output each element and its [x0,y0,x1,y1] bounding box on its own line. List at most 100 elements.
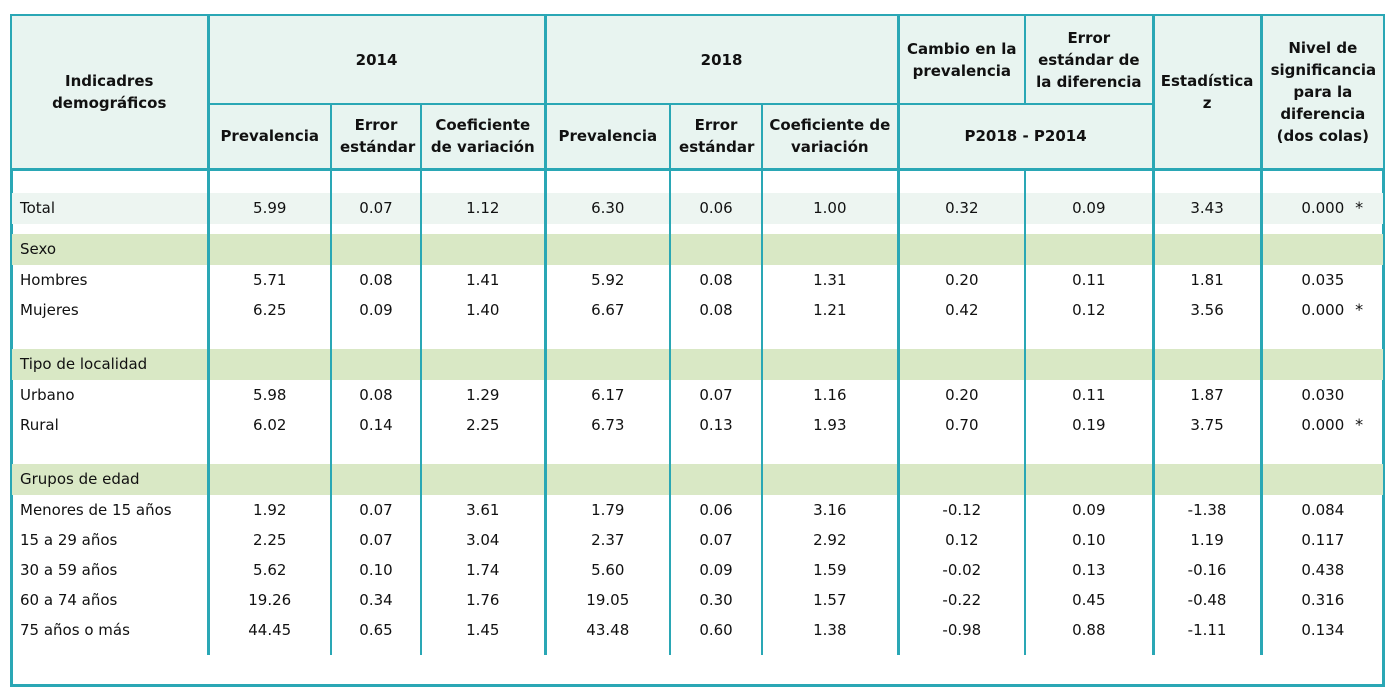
cell-value: 6.30 [545,192,672,224]
col-header-err-2018: Error estándar [670,104,764,171]
cell-value: 6.17 [545,379,672,410]
cell-value: 1.74 [421,554,547,585]
cell-value: 1.76 [421,584,547,615]
cell-value: 0.19 [1025,409,1155,440]
spacer-row [12,324,1383,349]
cell-value: 3.16 [762,494,900,525]
row-label: Mujeres [12,294,210,325]
cell-value: 44.45 [208,614,332,645]
spacer-row [12,169,1383,193]
col-header-err-2014: Error estándar [331,104,422,171]
cell-value: 0.000 * [1261,192,1384,224]
cell-value: 1.21 [762,294,900,325]
row-label: 30 a 59 años [12,554,210,585]
cell-value: 0.30 [670,584,764,615]
spacer-row [12,439,1383,464]
table-row: 15 a 29 años 2.25 0.07 3.04 2.37 0.07 2.92 0.12… [12,524,1383,555]
significance-star: * [1355,414,1364,434]
significance-value: 0.035 [1301,270,1345,289]
cell-value: 1.40 [421,294,547,325]
table-row: Urbano 5.98 0.08 1.29 6.17 0.07 1.16 0.20 0.11 1.… [12,379,1383,410]
cell-value: 19.05 [545,584,672,615]
cell-value: 0.11 [1025,379,1155,410]
cell-value: -0.48 [1153,584,1263,615]
col-header-error-dif: Error estándar de la diferencia [1025,16,1155,105]
cell-value: 2.25 [421,409,547,440]
cell-value: -0.16 [1153,554,1263,585]
col-header-diff: P2018 - P2014 [898,104,1155,171]
cell-value: 2.25 [208,524,332,555]
cell-value: 0.09 [1025,192,1155,224]
cell-value: 1.38 [762,614,900,645]
cell-value: 0.09 [331,294,422,325]
cell-value: 0.12 [1025,294,1155,325]
cell-value: -0.12 [898,494,1027,525]
significance-value: 0.316 [1301,590,1345,609]
cell-value: 0.13 [670,409,764,440]
spacer-row [12,223,1383,234]
row-label: Total [12,192,210,224]
cell-value: 3.56 [1153,294,1263,325]
table-row: 75 años o más 44.45 0.65 1.45 43.48 0.60 1.38-… [12,614,1383,645]
col-header-indicators: Indicadres demográficos [12,16,210,171]
cell-value: 3.75 [1153,409,1263,440]
row-label: 60 a 74 años [12,584,210,615]
cell-value: 5.98 [208,379,332,410]
table-row: Menores de 15 años 1.92 0.07 3.61 1.79 0.06 3.… [12,494,1383,525]
col-header-prev-2018: Prevalencia [545,104,672,171]
table-row: 30 a 59 años 5.62 0.10 1.74 5.60 0.09 1.59 -0.0… [12,554,1383,585]
cell-value: 6.73 [545,409,672,440]
col-header-2014: 2014 [208,16,547,105]
cell-value: 0.32 [898,192,1027,224]
cell-value: 1.93 [762,409,900,440]
cell-value: 0.07 [670,524,764,555]
cell-value: 0.08 [331,379,422,410]
table-frame [10,14,1385,687]
cell-value: 1.16 [762,379,900,410]
row-label: 15 a 29 años [12,524,210,555]
cell-value: 0.07 [331,524,422,555]
group-header-row: Sexo [12,233,1384,265]
cell-value: -0.98 [898,614,1027,645]
cell-value: 0.45 [1025,584,1155,615]
cell-value: 0.438 [1261,555,1383,585]
cell-value: 0.316 [1261,585,1383,615]
cell-value: -0.22 [898,584,1027,615]
cell-value: 0.20 [898,379,1027,410]
cell-value: 5.71 [208,264,332,295]
cell-value: 0.08 [331,264,422,295]
table-row: Mujeres 6.25 0.09 1.40 6.67 0.08 1.21 0.42 0.12 3… [12,294,1383,325]
cell-value: 0.10 [331,554,422,585]
cell-value: 0.13 [1025,554,1155,585]
cell-value: 0.07 [331,192,422,224]
cell-value: 0.11 [1025,264,1155,295]
cell-value: 3.61 [421,494,547,525]
row-label: Menores de 15 años [12,494,210,525]
cell-value: 0.084 [1261,495,1383,525]
cell-value: 1.31 [762,264,900,295]
cell-value: 0.000 * [1261,410,1383,440]
cell-value: 0.134 [1261,615,1383,645]
cell-value: 0.08 [670,294,764,325]
cell-value: 6.67 [545,294,672,325]
cell-value: 6.25 [208,294,332,325]
group-header-row: Tipo de localidad [12,348,1384,380]
total-row: Total 5.99 0.07 1.12 6.30 0.06 1.00 0.32 0.09 3.4… [12,192,1384,224]
cell-value: 0.65 [331,614,422,645]
cell-value: 0.34 [331,584,422,615]
row-label: Urbano [12,379,210,410]
cell-value: -0.02 [898,554,1027,585]
group-header-row: Grupos de edad [12,463,1384,495]
significance-value: 0.030 [1301,385,1345,404]
cell-value: 0.14 [331,409,422,440]
cell-value: 0.07 [670,379,764,410]
cell-value: 1.45 [421,614,547,645]
cell-value: 1.79 [545,494,672,525]
cell-value: 3.43 [1153,192,1263,224]
cell-value: 2.92 [762,524,900,555]
cell-value: 1.12 [421,192,547,224]
group-title: Grupos de edad [12,463,210,495]
cell-value: 0.09 [670,554,764,585]
cell-value: 0.000 * [1261,295,1383,325]
cell-value: 5.60 [545,554,672,585]
